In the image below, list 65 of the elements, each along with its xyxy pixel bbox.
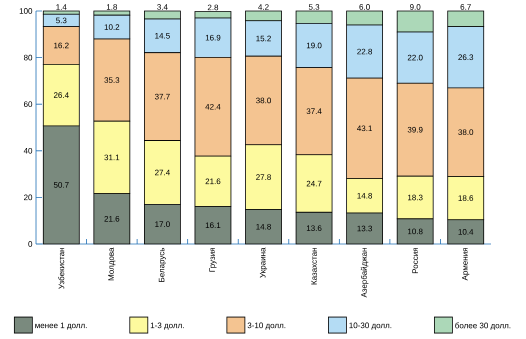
x-tick-label: Казахстан — [311, 248, 317, 284]
data-label: 14.8 — [357, 192, 372, 199]
data-label: 39.9 — [408, 126, 423, 133]
data-label: 13.3 — [357, 226, 372, 232]
data-label: 14.8 — [256, 224, 271, 230]
data-label: 1.4 — [56, 4, 67, 10]
data-label: 16.1 — [206, 222, 220, 228]
data-label: 22.0 — [408, 54, 423, 60]
legend-label: 1-3 долл. — [150, 322, 184, 330]
data-label: 5.3 — [56, 18, 66, 24]
legend-label: менее 1 долл. — [35, 322, 87, 330]
data-label: 27.8 — [256, 174, 271, 180]
data-label: 37.4 — [306, 108, 322, 114]
data-label: 4.2 — [258, 4, 269, 10]
data-label: 5.3 — [308, 4, 320, 10]
x-tick-label: Армения — [462, 248, 470, 280]
data-label: 21.6 — [104, 216, 120, 222]
legend-label: более 30 долл. — [455, 322, 510, 330]
data-label: 10.8 — [408, 228, 423, 234]
data-label: 21.6 — [206, 178, 220, 184]
x-tick-label: Россия — [412, 248, 418, 274]
data-label: 15.2 — [256, 36, 271, 42]
data-label: 17.0 — [155, 221, 170, 228]
data-label: 24.7 — [306, 180, 322, 186]
x-tick-label: Украина — [260, 248, 268, 278]
data-label: 1.8 — [106, 4, 118, 10]
x-tick-label: Узбекистан — [58, 248, 64, 289]
x-tick-label: Азербайджан — [360, 248, 368, 298]
data-label: 13.6 — [306, 225, 322, 231]
legend-label: 3-10 долл. — [248, 322, 286, 330]
data-label: 27.4 — [155, 170, 170, 176]
data-label: 31.1 — [104, 154, 120, 160]
y-tick-label: 0 — [28, 241, 32, 247]
data-label: 18.6 — [458, 195, 474, 201]
data-label: 10.2 — [104, 24, 120, 30]
data-label: 16.2 — [54, 42, 69, 48]
y-tick-label: 60 — [24, 101, 32, 108]
data-label: 9.0 — [410, 4, 420, 10]
y-tick-label: 100 — [20, 8, 32, 14]
data-label: 42.4 — [205, 104, 221, 110]
x-tick-label: Молдова — [108, 248, 116, 280]
data-label: 35.3 — [104, 77, 120, 83]
data-label: 14.5 — [155, 33, 170, 39]
data-label: 18.3 — [408, 194, 423, 200]
legend-label: 10-30 долл. — [349, 322, 392, 330]
data-label: 16.9 — [206, 34, 220, 41]
data-label: 43.1 — [357, 125, 372, 132]
data-label: 26.3 — [458, 54, 474, 60]
data-label: 50.7 — [54, 182, 69, 188]
y-tick-label: 40 — [24, 148, 32, 154]
y-tick-label: 80 — [24, 54, 32, 60]
data-label: 6.0 — [359, 4, 370, 10]
y-tick-label: 20 — [24, 194, 32, 200]
data-label: 10.4 — [458, 229, 474, 235]
data-label: 6.7 — [460, 4, 471, 10]
data-label: 38.0 — [256, 98, 271, 104]
x-tick-label: Беларусь — [158, 248, 166, 282]
data-label: 19.0 — [306, 42, 322, 48]
data-label: 22.8 — [357, 48, 372, 54]
data-label: 37.7 — [154, 94, 170, 100]
data-label: 26.4 — [54, 92, 69, 98]
data-label: 3.4 — [157, 4, 168, 10]
data-label: 38.0 — [458, 129, 474, 135]
x-tick-label: Грузия — [209, 248, 217, 272]
data-label: 2.8 — [208, 4, 218, 10]
